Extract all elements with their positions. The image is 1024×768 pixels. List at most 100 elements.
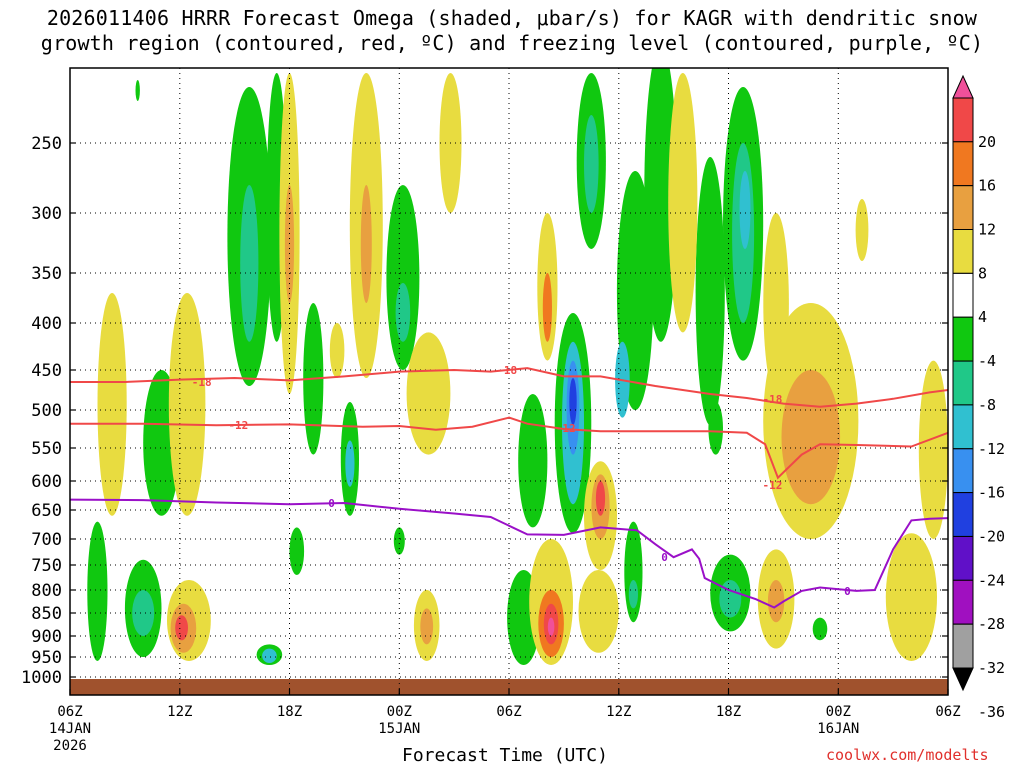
omega-cell-teal-low-22 [719,580,742,618]
x-tick-label-30-0: 12Z [606,704,631,720]
omega-cell-green-col-10 [386,185,420,370]
omega-cell-green-col-17 [644,68,678,342]
y-tick-label-850: 850 [31,604,62,624]
y-tick-label-500: 500 [31,401,62,421]
omega-cell-orange-col-e [360,185,372,303]
contour-label-dgz-upper-2: -18 [762,393,782,406]
omega-cell-orange-col-n [781,370,841,505]
colorbar-label--36: -36 [978,703,1005,721]
x-tick-label-36-0: 18Z [716,704,741,720]
contour-dgz-lower [70,416,948,480]
colorbar-band-16_20 [952,97,974,143]
chart-title-line-2: growth region (contoured, red, ºC) and f… [40,31,984,55]
colorbar-label-8: 8 [978,264,987,282]
contour-dgz-upper [70,367,948,408]
colorbar-label--32: -32 [978,659,1005,677]
x-tick-label-6-0: 12Z [167,704,192,720]
omega-cell-teal-col-18 [628,580,639,609]
colorbar-band--16_-12 [952,404,974,450]
y-tick-label-1000: 1000 [21,668,62,688]
x-axis-label: Forecast Time (UTC) [402,745,608,766]
colorbar-band--4_4 [952,272,974,318]
omega-cell-orange-col-i [542,273,553,342]
contour-freezing-level [70,498,948,609]
colorbar-band--8_-4 [952,316,974,362]
omega-cell-yellow-col-s [855,199,869,261]
colorbar-band--32_-28 [952,579,974,625]
omega-cell-green-col-13 [518,394,548,528]
omega-cell-yellow-low-l [578,570,619,653]
colorbar-label--20: -20 [978,528,1005,546]
omega-cell-teal-low-3 [132,590,155,636]
colorbar-label--4: -4 [978,352,996,370]
contour-label-freezing-level-2: 0 [844,585,851,598]
y-tick-label-700: 700 [31,530,62,550]
x-tick-label-48-0: 06Z [935,704,960,720]
contour-label-dgz-lower-0: -12 [228,419,248,432]
source-credit[interactable]: coolwx.com/modelts [826,746,989,764]
omega-cell-green-col-1 [87,521,108,661]
contour-label-freezing-level-1: 0 [661,551,668,564]
omega-cell-yellow-col-t [329,323,345,378]
colorbar-label-20: 20 [978,133,996,151]
omega-cell-green-col-21 [708,402,723,455]
contour-label-freezing-level-0: 0 [328,497,335,510]
y-tick-label-400: 400 [31,314,62,334]
omega-cell-yellow-col-r [918,360,948,539]
x-tick-label-42-1: 16JAN [817,721,859,737]
colorbar-label-4: 4 [978,308,987,326]
colorbar-band-12_16 [952,141,974,187]
omega-cell-teal-col-9 [345,440,355,487]
omega-cell-navy-col-14 [569,378,577,426]
y-tick-label-950: 950 [31,648,62,668]
contour-label-dgz-upper-1: -18 [497,364,517,377]
colorbar-band--12_-8 [952,360,974,406]
colorbar-label-12: 12 [978,221,996,239]
y-tick-label-800: 800 [31,581,62,601]
omega-cell-yellow-col-a [97,293,127,516]
contour-label-dgz-lower-1: -12 [556,422,576,435]
omega-cell-green-col-11 [393,527,405,555]
colorbar: 20 16 12 8 4 -4 -8 -12 -16 -20 -24 -28 -32 -36 [952,74,1005,721]
colorbar-label--8: -8 [978,396,996,414]
contour-label-dgz-lower-2: -12 [762,479,782,492]
omega-cell-teal-col-10 [395,283,411,342]
omega-cell-green-col-19 [695,157,725,426]
y-tick-label-250: 250 [31,134,62,154]
omega-cell-yellow-col-g [406,332,451,455]
omega-cell-red-col-j [595,481,606,516]
omega-cell-yellow-low-q [885,533,938,661]
omega-cell-green-col-18 [624,521,643,623]
colorbar-band--20_-16 [952,448,974,494]
omega-cell-red-low-c [175,615,189,641]
x-tick-label-0-1: 14JAN [49,721,91,737]
colorbar-label--24: -24 [978,571,1005,589]
x-tick-label-42-0: 00Z [826,704,851,720]
omega-cell-orange-low-p [767,580,785,623]
y-tick-label-450: 450 [31,361,62,381]
omega-cell-yellow-col-m [668,73,698,333]
contour-label-dgz-upper-0: -18 [192,376,212,389]
colorbar-label--28: -28 [978,615,1005,633]
omega-cell-teal-col-4 [240,185,259,342]
colorbar-band-4_8 [952,229,974,274]
omega-cell-teal-col-15 [584,115,599,213]
y-tick-label-300: 300 [31,204,62,224]
omega-cell-yellow-col-o [763,213,789,394]
colorbar-label-16: 16 [978,177,996,195]
omega-cell-yellow-col-b [168,293,206,516]
omega-cell-teal-blob-6 [262,648,277,663]
y-tick-label-650: 650 [31,501,62,521]
colorbar-bottom-arrow [952,667,974,692]
colorbar-band--36_-32 [952,623,974,669]
x-tick-label-0-2: 2026 [53,738,87,754]
y-axis: 250 300 350 400 450 500 550 600 650 700 750 800 850 9… [21,134,948,688]
y-tick-label-600: 600 [31,472,62,492]
x-tick-label-18-1: 15JAN [378,721,420,737]
omega-shading [87,68,948,665]
x-tick-label-18-0: 00Z [387,704,412,720]
omega-cell-orange-low-h [420,608,434,645]
colorbar-label--12: -12 [978,440,1005,458]
